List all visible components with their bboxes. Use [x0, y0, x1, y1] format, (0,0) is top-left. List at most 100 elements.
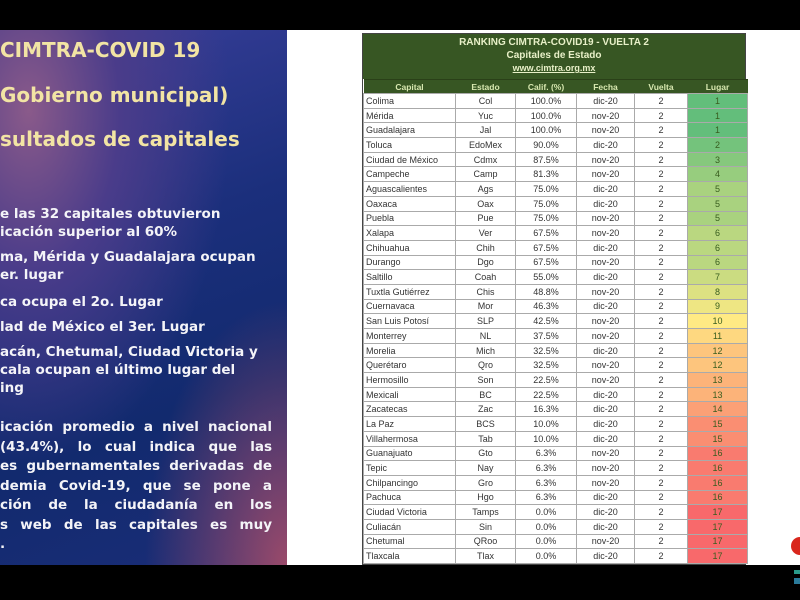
summary-bullet-line: er. lugar — [0, 267, 64, 283]
capital-cell: La Paz — [363, 416, 456, 432]
fecha-cell: dic-20 — [576, 342, 635, 359]
capital-cell: Villahermosa — [363, 430, 456, 447]
paragraph-line: ción de la ciudadanía en los — [0, 497, 272, 513]
calif-cell: 6.3% — [515, 489, 577, 506]
fecha-cell: dic-20 — [576, 430, 635, 447]
table-row: Oaxaca Oax 75.0% dic-20 2 5 — [363, 195, 748, 212]
estado-cell: BC — [455, 386, 516, 403]
calif-cell: 100.0% — [515, 107, 577, 124]
lugar-cell: 11 — [687, 328, 748, 344]
summary-paragraph: icación promedio a nivel nacional (43.4%)… — [0, 418, 272, 555]
estado-cell: Chih — [455, 239, 516, 256]
calif-cell: 10.0% — [515, 430, 577, 447]
fecha-cell: dic-20 — [576, 401, 635, 418]
capital-cell: Colima — [363, 93, 456, 109]
paragraph-line: demia Covid-19, que se pone a — [0, 477, 272, 494]
fecha-cell: nov-20 — [576, 166, 635, 183]
calif-cell: 22.5% — [515, 372, 577, 388]
lugar-cell: 16 — [687, 460, 748, 476]
column-header[interactable]: Capital — [363, 79, 456, 94]
summary-bullet-line: e las 32 capitales obtuvieron — [0, 206, 221, 222]
column-header[interactable]: Lugar — [687, 79, 748, 94]
estado-cell: Gto — [455, 445, 516, 462]
column-header[interactable]: Vuelta — [634, 79, 688, 94]
estado-cell: Oax — [455, 195, 516, 212]
estado-cell: Qro — [455, 357, 516, 374]
calif-cell: 16.3% — [515, 401, 577, 418]
slide-heading: sultados de capitales — [0, 127, 240, 151]
estado-cell: Coah — [455, 269, 516, 285]
capital-cell: Cuernavaca — [363, 298, 456, 315]
capital-cell: Chilpancingo — [363, 474, 456, 491]
estado-cell: Pue — [455, 210, 516, 227]
lugar-cell: 14 — [687, 401, 748, 418]
fecha-cell: nov-20 — [576, 328, 635, 344]
slide-title: CIMTRA-COVID 19 — [0, 38, 201, 62]
summary-bullet-line: ma, Mérida y Guadalajara ocupan — [0, 249, 256, 265]
table-row: San Luis Potosí SLP 42.5% nov-20 2 10 — [363, 313, 748, 329]
fecha-cell: nov-20 — [576, 474, 635, 491]
column-header[interactable]: Calif. (%) — [515, 79, 577, 94]
calif-cell: 32.5% — [515, 342, 577, 359]
vuelta-cell: 2 — [634, 239, 688, 256]
calif-cell: 6.3% — [515, 474, 577, 491]
lugar-cell: 1 — [687, 93, 748, 109]
calif-cell: 6.3% — [515, 445, 577, 462]
lugar-cell: 13 — [687, 386, 748, 403]
vuelta-cell: 2 — [634, 372, 688, 388]
column-header[interactable]: Fecha — [576, 79, 635, 94]
capital-cell: Saltillo — [363, 269, 456, 285]
estado-cell: Zac — [455, 401, 516, 418]
summary-panel: CIMTRA-COVID 19 Gobierno municipal) sult… — [0, 30, 287, 565]
capital-cell: Durango — [363, 254, 456, 271]
estado-cell: Camp — [455, 166, 516, 183]
vuelta-cell: 2 — [634, 401, 688, 418]
estado-cell: EdoMex — [455, 137, 516, 153]
capital-cell: Mérida — [363, 107, 456, 124]
table-row: Cuernavaca Mor 46.3% dic-20 2 9 — [363, 298, 748, 315]
fecha-cell: dic-20 — [576, 518, 635, 535]
vuelta-cell: 2 — [634, 210, 688, 227]
table-url-link[interactable]: www.cimtra.org.mx — [512, 63, 596, 73]
estado-cell: Col — [455, 93, 516, 109]
table-row: Campeche Camp 81.3% nov-20 2 4 — [363, 166, 748, 183]
table-row: Mérida Yuc 100.0% nov-20 2 1 — [363, 107, 748, 124]
vuelta-cell: 2 — [634, 533, 688, 550]
table-row: Ciudad Victoria Tamps 0.0% dic-20 2 17 — [363, 504, 748, 520]
fecha-cell: nov-20 — [576, 460, 635, 476]
table-row: Guadalajara Jal 100.0% nov-20 2 1 — [363, 122, 748, 139]
calif-cell: 90.0% — [515, 137, 577, 153]
lugar-cell: 4 — [687, 166, 748, 183]
table-row: Mexicali BC 22.5% dic-20 2 13 — [363, 386, 748, 403]
capital-cell: Mexicali — [363, 386, 456, 403]
lugar-cell: 3 — [687, 151, 748, 168]
estado-cell: Mich — [455, 342, 516, 359]
table-row: Colima Col 100.0% dic-20 2 1 — [363, 93, 748, 109]
calif-cell: 67.5% — [515, 225, 577, 241]
estado-cell: Son — [455, 372, 516, 388]
fecha-cell: dic-20 — [576, 239, 635, 256]
vuelta-cell: 2 — [634, 181, 688, 197]
paragraph-line: . — [0, 536, 6, 552]
fecha-cell: nov-20 — [576, 225, 635, 241]
vuelta-cell: 2 — [634, 225, 688, 241]
column-header[interactable]: Estado — [455, 79, 516, 94]
calif-cell: 22.5% — [515, 386, 577, 403]
capital-cell: Guadalajara — [363, 122, 456, 139]
fecha-cell: nov-20 — [576, 372, 635, 388]
fecha-cell: nov-20 — [576, 533, 635, 550]
table-row: Pachuca Hgo 6.3% dic-20 2 16 — [363, 489, 748, 506]
lugar-cell: 17 — [687, 548, 748, 564]
estado-cell: Jal — [455, 122, 516, 139]
vuelta-cell: 2 — [634, 269, 688, 285]
fecha-cell: nov-20 — [576, 122, 635, 139]
table-row: Chetumal QRoo 0.0% nov-20 2 17 — [363, 533, 748, 550]
fecha-cell: nov-20 — [576, 210, 635, 227]
vuelta-cell: 2 — [634, 430, 688, 447]
paragraph-line: icación promedio a nivel nacional — [0, 419, 272, 435]
summary-bullet-line: cala ocupan el último lugar del — [0, 362, 236, 378]
logo-fragment-icon — [791, 537, 800, 584]
calif-cell: 100.0% — [515, 93, 577, 109]
table-row: Hermosillo Son 22.5% nov-20 2 13 — [363, 372, 748, 388]
lugar-cell: 13 — [687, 372, 748, 388]
